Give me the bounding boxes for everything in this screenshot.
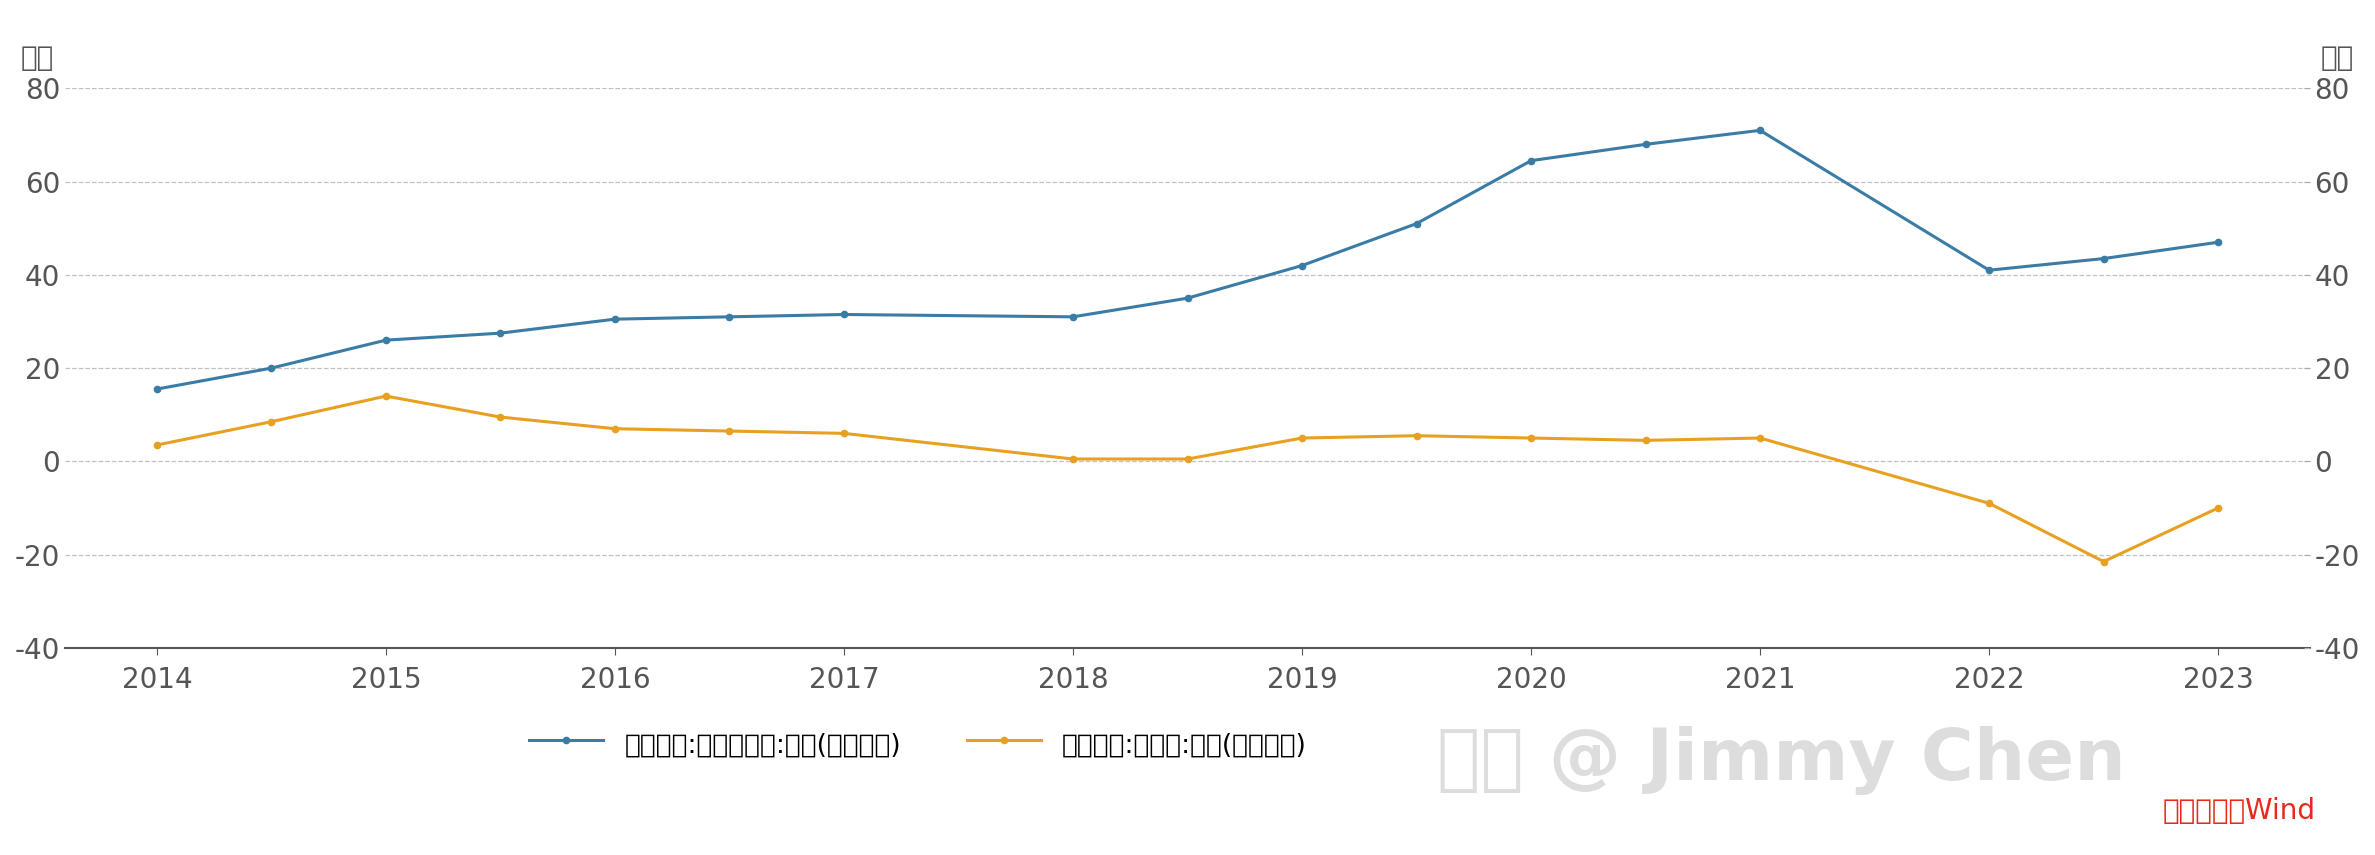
格力地产:净利润:年度(最后一条) — [2204, 503, 2232, 513]
格力地产:营业总收入:年度(最后一条) — [1401, 219, 1430, 229]
格力地产:营业总收入:年度(最后一条) — [370, 335, 399, 345]
格力地产:净利润:年度(最后一条) — [487, 412, 515, 422]
Line: 格力地产:营业总收入:年度(最后一条): 格力地产:营业总收入:年度(最后一条) — [154, 127, 2221, 392]
格力地产:净利润:年度(最后一条) — [1287, 433, 1316, 443]
格力地产:营业总收入:年度(最后一条) — [256, 363, 285, 374]
格力地产:净利润:年度(最后一条) — [256, 416, 285, 427]
格力地产:净利润:年度(最后一条) — [2090, 557, 2118, 567]
格力地产:净利润:年度(最后一条) — [601, 423, 629, 433]
格力地产:营业总收入:年度(最后一条) — [2090, 253, 2118, 263]
格力地产:净利润:年度(最后一条) — [1518, 433, 1546, 443]
格力地产:净利润:年度(最后一条) — [1059, 454, 1088, 464]
Text: 亿元: 亿元 — [2320, 44, 2354, 72]
格力地产:营业总收入:年度(最后一条) — [1173, 293, 1202, 304]
格力地产:营业总收入:年度(最后一条) — [829, 310, 857, 320]
格力地产:营业总收入:年度(最后一条) — [1059, 312, 1088, 322]
格力地产:营业总收入:年度(最后一条) — [1632, 139, 1660, 150]
格力地产:营业总收入:年度(最后一条) — [1287, 261, 1316, 271]
格力地产:净利润:年度(最后一条) — [829, 428, 857, 439]
格力地产:营业总收入:年度(最后一条) — [1518, 156, 1546, 166]
Text: 亿元: 亿元 — [21, 44, 55, 72]
格力地产:净利润:年度(最后一条) — [142, 439, 171, 450]
格力地产:净利润:年度(最后一条) — [370, 391, 399, 401]
格力地产:营业总收入:年度(最后一条) — [487, 328, 515, 339]
Text: 知乎 @ Jimmy Chen: 知乎 @ Jimmy Chen — [1437, 727, 2126, 795]
格力地产:净利润:年度(最后一条) — [1976, 498, 2004, 509]
格力地产:营业总收入:年度(最后一条) — [715, 312, 743, 322]
格力地产:净利润:年度(最后一条) — [1401, 431, 1430, 441]
Text: 数据来源：Wind: 数据来源：Wind — [2164, 797, 2316, 825]
格力地产:营业总收入:年度(最后一条) — [1976, 265, 2004, 275]
Line: 格力地产:净利润:年度(最后一条): 格力地产:净利润:年度(最后一条) — [154, 393, 2221, 564]
Legend: 格力地产:营业总收入:年度(最后一条), 格力地产:净利润:年度(最后一条): 格力地产:营业总收入:年度(最后一条), 格力地产:净利润:年度(最后一条) — [518, 717, 1318, 770]
格力地产:营业总收入:年度(最后一条) — [142, 384, 171, 394]
格力地产:净利润:年度(最后一条) — [1746, 433, 1774, 443]
格力地产:营业总收入:年度(最后一条) — [2204, 237, 2232, 247]
格力地产:净利润:年度(最后一条) — [1632, 435, 1660, 445]
格力地产:营业总收入:年度(最后一条) — [1746, 125, 1774, 135]
格力地产:净利润:年度(最后一条) — [1173, 454, 1202, 464]
格力地产:营业总收入:年度(最后一条) — [601, 314, 629, 324]
格力地产:净利润:年度(最后一条) — [715, 426, 743, 436]
